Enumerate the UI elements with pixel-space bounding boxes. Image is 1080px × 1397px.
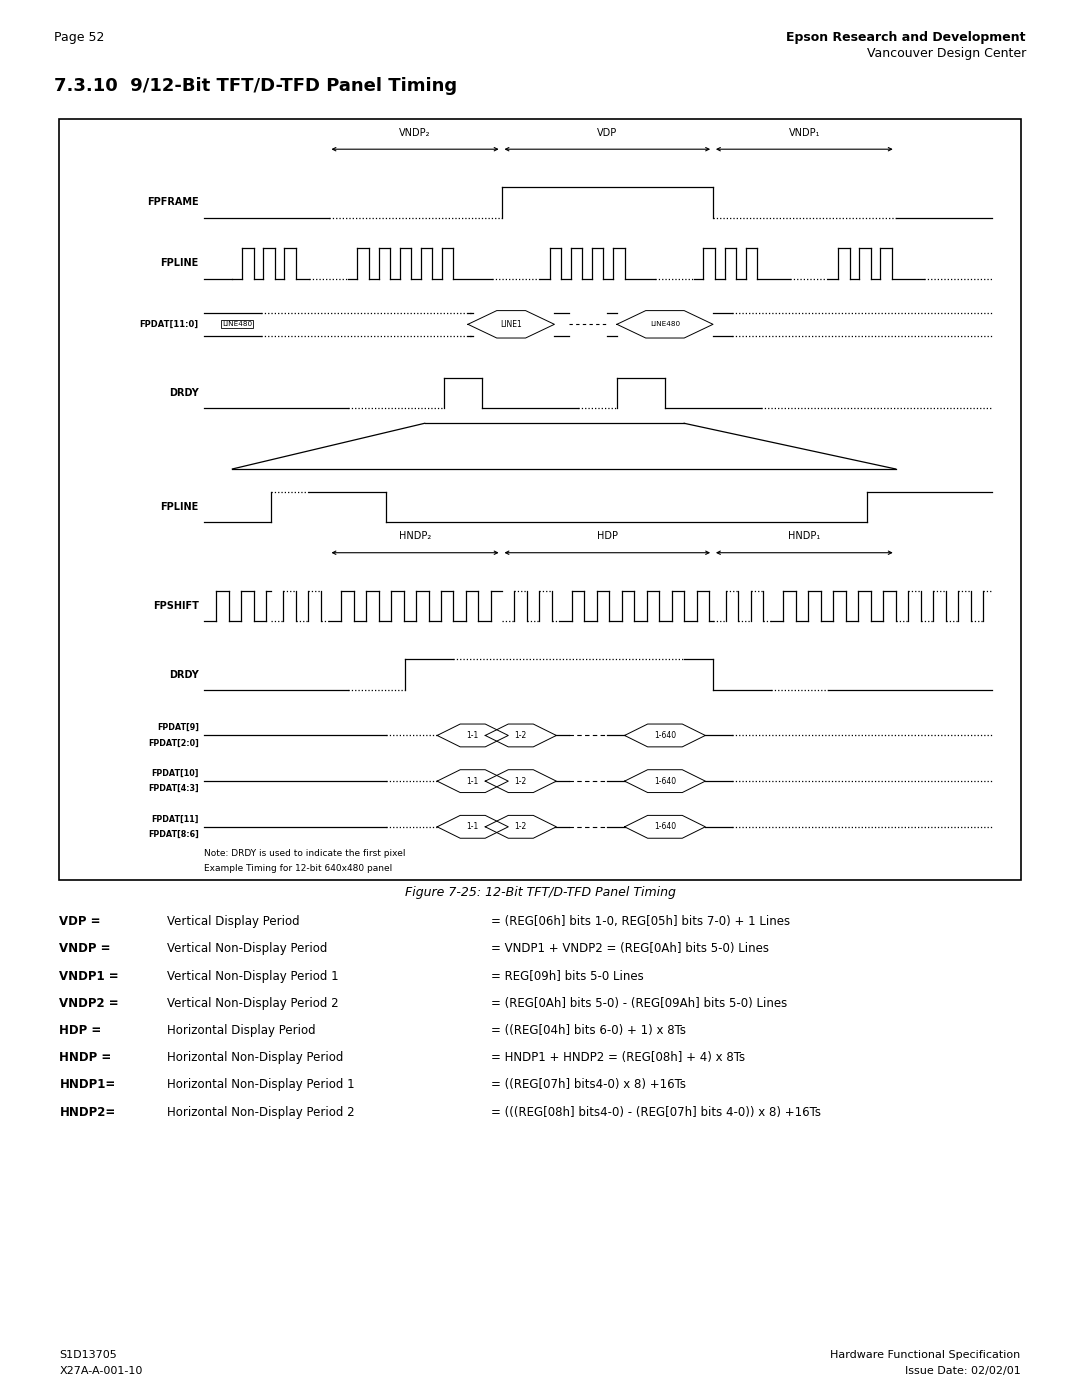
Text: VNDP1 =: VNDP1 = — [59, 970, 119, 982]
Text: Vancouver Design Center: Vancouver Design Center — [867, 47, 1026, 60]
Text: 1-640: 1-640 — [653, 823, 676, 831]
Text: 1-2: 1-2 — [515, 777, 527, 785]
Text: Page 52: Page 52 — [54, 31, 105, 43]
Text: Horizontal Non-Display Period 1: Horizontal Non-Display Period 1 — [167, 1078, 355, 1091]
Text: Horizontal Non-Display Period 2: Horizontal Non-Display Period 2 — [167, 1106, 355, 1119]
Text: FPDAT[4:3]: FPDAT[4:3] — [148, 784, 199, 793]
Text: VDP =: VDP = — [59, 915, 100, 928]
Text: LINE1: LINE1 — [500, 320, 522, 328]
Text: Horizontal Non-Display Period: Horizontal Non-Display Period — [167, 1052, 343, 1065]
Text: FPDAT[11]: FPDAT[11] — [151, 814, 199, 824]
Text: 1-1: 1-1 — [467, 731, 478, 740]
Text: = (REG[0Ah] bits 5-0) - (REG[09Ah] bits 5-0) Lines: = (REG[0Ah] bits 5-0) - (REG[09Ah] bits … — [491, 997, 787, 1010]
Text: Note: DRDY is used to indicate the first pixel: Note: DRDY is used to indicate the first… — [204, 849, 405, 858]
Polygon shape — [624, 724, 705, 747]
Text: FPFRAME: FPFRAME — [147, 197, 199, 208]
Polygon shape — [485, 724, 556, 747]
Text: HDP =: HDP = — [59, 1024, 102, 1037]
Text: = VNDP1 + VNDP2 = (REG[0Ah] bits 5-0) Lines: = VNDP1 + VNDP2 = (REG[0Ah] bits 5-0) Li… — [491, 943, 769, 956]
Text: Hardware Functional Specification: Hardware Functional Specification — [831, 1350, 1021, 1359]
Text: FPDAT[9]: FPDAT[9] — [157, 724, 199, 732]
Text: 1-1: 1-1 — [467, 777, 478, 785]
Polygon shape — [437, 816, 509, 838]
Text: = HNDP1 + HNDP2 = (REG[08h] + 4) x 8Ts: = HNDP1 + HNDP2 = (REG[08h] + 4) x 8Ts — [491, 1052, 745, 1065]
Text: HNDP1=: HNDP1= — [59, 1078, 116, 1091]
Text: 1-2: 1-2 — [515, 731, 527, 740]
Text: FPLINE: FPLINE — [161, 258, 199, 268]
Text: VNDP₂: VNDP₂ — [400, 127, 431, 138]
Text: = ((REG[07h] bits4-0) x 8) +16Ts: = ((REG[07h] bits4-0) x 8) +16Ts — [491, 1078, 687, 1091]
Polygon shape — [624, 816, 705, 838]
Text: HDP: HDP — [597, 531, 618, 541]
Polygon shape — [617, 310, 713, 338]
Text: = (REG[06h] bits 1-0, REG[05h] bits 7-0) + 1 Lines: = (REG[06h] bits 1-0, REG[05h] bits 7-0)… — [491, 915, 791, 928]
Text: FPDAT[8:6]: FPDAT[8:6] — [148, 830, 199, 840]
Text: DRDY: DRDY — [170, 388, 199, 398]
Text: X27A-A-001-10: X27A-A-001-10 — [59, 1366, 143, 1376]
Text: 1-1: 1-1 — [467, 823, 478, 831]
Text: = ((REG[04h] bits 6-0) + 1) x 8Ts: = ((REG[04h] bits 6-0) + 1) x 8Ts — [491, 1024, 687, 1037]
Polygon shape — [437, 724, 509, 747]
Text: 1-640: 1-640 — [653, 731, 676, 740]
Text: HNDP₁: HNDP₁ — [788, 531, 821, 541]
Text: 7.3.10  9/12-Bit TFT/D-TFD Panel Timing: 7.3.10 9/12-Bit TFT/D-TFD Panel Timing — [54, 77, 457, 95]
Text: S1D13705: S1D13705 — [59, 1350, 117, 1359]
Text: HNDP2=: HNDP2= — [59, 1106, 116, 1119]
Polygon shape — [468, 310, 554, 338]
Polygon shape — [624, 770, 705, 792]
Text: Vertical Display Period: Vertical Display Period — [167, 915, 300, 928]
Polygon shape — [485, 816, 556, 838]
Text: LINE480: LINE480 — [222, 321, 253, 327]
Text: Epson Research and Development: Epson Research and Development — [786, 31, 1026, 43]
Text: HNDP₂: HNDP₂ — [399, 531, 431, 541]
Text: FPDAT[11:0]: FPDAT[11:0] — [139, 320, 199, 328]
Text: Figure 7-25: 12-Bit TFT/D-TFD Panel Timing: Figure 7-25: 12-Bit TFT/D-TFD Panel Timi… — [405, 886, 675, 898]
Text: LINE480: LINE480 — [650, 321, 680, 327]
Text: Vertical Non-Display Period 1: Vertical Non-Display Period 1 — [167, 970, 339, 982]
Text: Example Timing for 12-bit 640x480 panel: Example Timing for 12-bit 640x480 panel — [204, 865, 392, 873]
Text: Issue Date: 02/02/01: Issue Date: 02/02/01 — [905, 1366, 1021, 1376]
Text: Horizontal Display Period: Horizontal Display Period — [167, 1024, 316, 1037]
Text: FPLINE: FPLINE — [161, 502, 199, 513]
Polygon shape — [437, 770, 509, 792]
Text: DRDY: DRDY — [170, 669, 199, 679]
Text: VDP: VDP — [597, 127, 618, 138]
Text: FPSHIFT: FPSHIFT — [153, 601, 199, 610]
Text: Vertical Non-Display Period 2: Vertical Non-Display Period 2 — [167, 997, 339, 1010]
Text: VNDP2 =: VNDP2 = — [59, 997, 119, 1010]
Text: 1-640: 1-640 — [653, 777, 676, 785]
Text: FPDAT[10]: FPDAT[10] — [151, 768, 199, 778]
Text: FPDAT[2:0]: FPDAT[2:0] — [148, 739, 199, 747]
Text: Vertical Non-Display Period: Vertical Non-Display Period — [167, 943, 327, 956]
Text: = (((REG[08h] bits4-0) - (REG[07h] bits 4-0)) x 8) +16Ts: = (((REG[08h] bits4-0) - (REG[07h] bits … — [491, 1106, 822, 1119]
Text: = REG[09h] bits 5-0 Lines: = REG[09h] bits 5-0 Lines — [491, 970, 644, 982]
Text: VNDP =: VNDP = — [59, 943, 111, 956]
Text: 1-2: 1-2 — [515, 823, 527, 831]
Polygon shape — [485, 770, 556, 792]
Text: HNDP =: HNDP = — [59, 1052, 111, 1065]
Text: VNDP₁: VNDP₁ — [788, 127, 820, 138]
